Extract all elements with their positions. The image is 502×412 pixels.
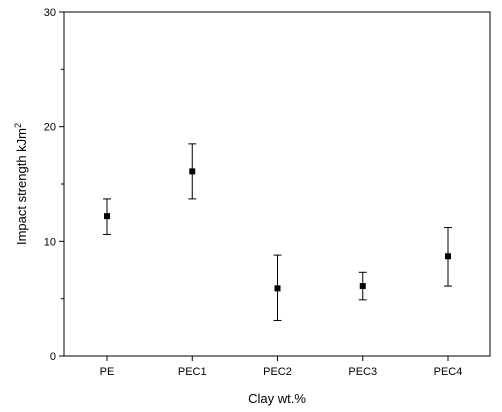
series-layer bbox=[103, 143, 452, 321]
y-axis: 0 10 20 30 bbox=[44, 7, 64, 363]
y-axis-title-text: Impact strength kJm bbox=[14, 128, 29, 245]
y-axis-title-superscript: 2 bbox=[13, 123, 23, 128]
y-axis-title: Impact strength kJm2 bbox=[13, 123, 29, 245]
data-point bbox=[359, 283, 366, 290]
x-tick-label: PEC1 bbox=[178, 366, 207, 378]
x-tick-label: PEC2 bbox=[263, 366, 292, 378]
y-tick-label: 30 bbox=[44, 7, 56, 19]
y-tick-label: 20 bbox=[44, 122, 56, 134]
x-axis-title: Clay wt.% bbox=[248, 391, 306, 406]
y-tick-label: 0 bbox=[50, 351, 56, 363]
x-tick-label: PEC3 bbox=[348, 366, 377, 378]
data-point bbox=[104, 213, 110, 220]
x-tick-label: PE bbox=[100, 366, 115, 378]
data-point bbox=[445, 253, 451, 260]
data-point bbox=[274, 285, 281, 292]
data-point bbox=[189, 168, 196, 175]
x-axis: PE PEC1 PEC2 PEC3 PEC4 bbox=[100, 356, 463, 378]
x-tick-label: PEC4 bbox=[434, 366, 463, 378]
y-tick-label: 10 bbox=[44, 236, 56, 248]
